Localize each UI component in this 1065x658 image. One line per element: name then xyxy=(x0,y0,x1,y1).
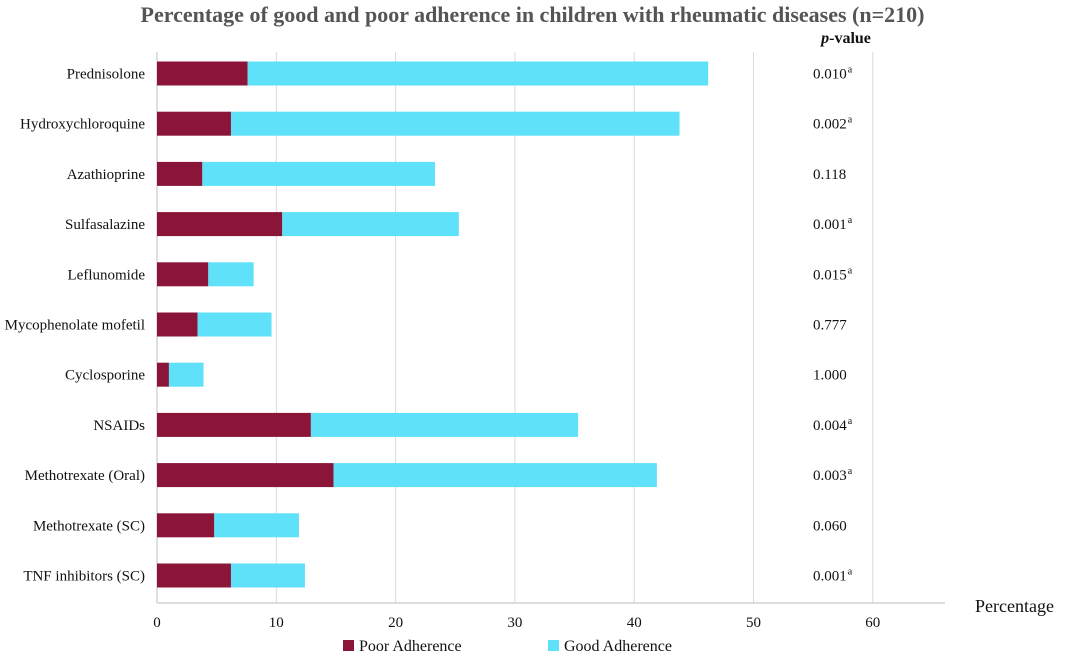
bar-poor-4 xyxy=(157,262,209,287)
bar-poor-10 xyxy=(157,563,231,588)
pvalue-4: 0.015a xyxy=(813,265,853,283)
bar-good-4 xyxy=(208,262,254,287)
category-label-1: Hydroxychloroquine xyxy=(20,117,145,133)
category-label-9: Methotrexate (SC) xyxy=(33,518,145,534)
legend-item-poor: Poor Adherence xyxy=(343,638,462,656)
category-label-0: Prednisolone xyxy=(67,67,146,83)
x-tick-label-0: 0 xyxy=(153,615,161,631)
bar-good-8 xyxy=(333,463,657,488)
bar-good-6 xyxy=(168,362,204,387)
bar-poor-0 xyxy=(157,61,248,86)
category-label-6: Cyclosporine xyxy=(65,368,145,384)
bar-poor-6 xyxy=(157,362,169,387)
category-label-2: Azathioprine xyxy=(67,167,146,183)
bar-good-5 xyxy=(197,312,272,337)
category-label-8: Methotrexate (Oral) xyxy=(25,468,145,484)
pvalue-5: 0.777 xyxy=(813,318,847,334)
legend-label-good: Good Adherence xyxy=(564,638,672,655)
legend-item-good: Good Adherence xyxy=(548,638,672,656)
pvalue-0: 0.010a xyxy=(813,65,853,83)
x-tick-label-40: 40 xyxy=(627,615,642,631)
category-label-4: Leflunomide xyxy=(68,267,146,283)
legend: Poor Adherence Good Adherence xyxy=(0,638,1065,658)
legend-label-poor: Poor Adherence xyxy=(359,638,462,655)
pvalue-2: 0.118 xyxy=(813,167,846,183)
pvalue-6: 1.000 xyxy=(813,368,847,384)
bar-good-10 xyxy=(230,563,305,588)
x-tick-label-60: 60 xyxy=(865,615,880,631)
category-label-5: Mycophenolate mofetil xyxy=(5,318,145,334)
pvalue-8: 0.003a xyxy=(813,466,853,484)
pvalue-header: p-value xyxy=(806,30,886,48)
x-tick-label-50: 50 xyxy=(746,615,761,631)
chart-title: Percentage of good and poor adherence in… xyxy=(140,2,925,27)
x-tick-label-20: 20 xyxy=(388,615,403,631)
bar-poor-2 xyxy=(157,161,203,186)
category-label-3: Sulfasalazine xyxy=(65,217,145,233)
bar-poor-8 xyxy=(157,463,334,488)
category-label-10: TNF inhibitors (SC) xyxy=(23,569,145,585)
pvalue-1: 0.002a xyxy=(813,115,853,133)
legend-swatch-poor xyxy=(343,640,354,651)
x-tick-label-30: 30 xyxy=(507,615,522,631)
x-tick-label-10: 10 xyxy=(269,615,284,631)
pvalue-7: 0.004a xyxy=(813,416,853,434)
bar-poor-1 xyxy=(157,111,231,136)
bar-good-2 xyxy=(202,161,435,186)
pvalue-header-italic: p xyxy=(821,30,830,47)
pvalue-3: 0.001a xyxy=(813,215,853,233)
pvalue-9: 0.060 xyxy=(813,518,847,534)
bar-good-7 xyxy=(310,412,579,437)
bar-poor-9 xyxy=(157,513,215,538)
bar-poor-5 xyxy=(157,312,198,337)
pvalue-10: 0.001a xyxy=(813,567,853,585)
bar-poor-7 xyxy=(157,412,311,437)
bar-good-3 xyxy=(282,212,459,237)
category-label-7: NSAIDs xyxy=(93,418,145,434)
x-axis-title: Percentage xyxy=(975,596,1054,616)
bar-good-9 xyxy=(214,513,299,538)
legend-swatch-good xyxy=(548,640,559,651)
bar-good-0 xyxy=(247,61,709,86)
bar-poor-3 xyxy=(157,212,283,237)
bar-good-1 xyxy=(230,111,680,136)
pvalue-header-rest: -value xyxy=(829,30,871,47)
